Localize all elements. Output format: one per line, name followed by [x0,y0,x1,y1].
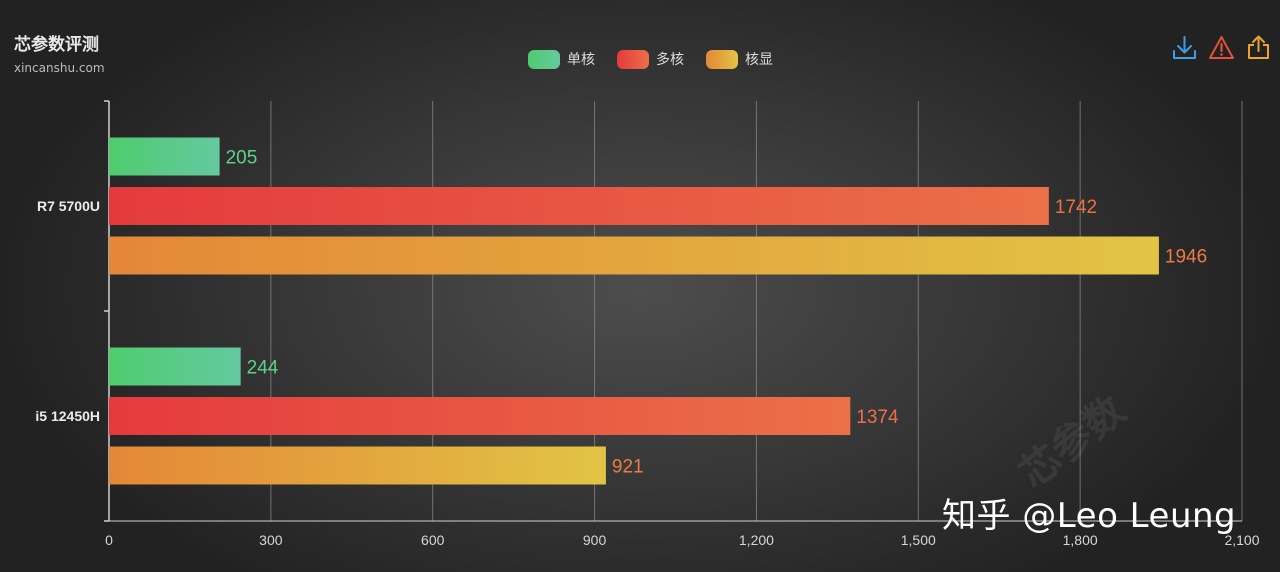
bar[interactable] [109,236,1159,275]
bar[interactable] [109,137,220,176]
legend-label: 单核 [567,52,595,68]
legend: 单核 多核 核显 [528,49,773,69]
x-tick-label: 600 [421,532,445,548]
bar-value-label: 921 [612,457,644,478]
x-tick-label: 0 [105,532,113,548]
bar-value-label: 1374 [856,407,899,428]
chart-subtitle: xincanshu.com [14,61,105,75]
x-tick-label: 1,500 [901,532,936,548]
legend-swatch [706,49,738,69]
bar-value-label: 205 [226,148,258,169]
bar[interactable] [109,397,851,435]
bar[interactable] [109,446,606,485]
x-tick-label: 2,100 [1224,532,1259,548]
download-icon[interactable] [1171,34,1198,61]
legend-item-single[interactable]: 单核 [528,49,595,69]
x-tick-label: 900 [583,532,607,548]
bar-value-label: 1946 [1165,247,1207,268]
share-icon[interactable] [1245,34,1272,61]
bar-value-label: 244 [247,358,279,379]
legend-label: 核显 [745,52,773,68]
legend-item-gpu[interactable]: 核显 [706,49,773,69]
watermark: 知乎 @Leo Leung [942,496,1237,536]
bar[interactable] [109,347,241,386]
x-tick-label: 1,800 [1063,532,1098,548]
legend-item-multi[interactable]: 多核 [617,49,684,69]
x-tick-label: 1,200 [739,532,774,548]
chart-toolbar [1171,34,1272,61]
chart-title: 芯参数评测 [14,35,99,55]
category-label: i5 12450H [35,408,100,424]
x-tick-label: 300 [259,532,283,548]
warning-icon[interactable] [1208,34,1235,61]
legend-swatch [617,49,649,69]
legend-label: 多核 [656,52,684,68]
bar-value-label: 1742 [1055,197,1097,218]
legend-swatch [528,49,560,69]
bar[interactable] [109,187,1049,225]
category-label: R7 5700U [37,198,100,214]
